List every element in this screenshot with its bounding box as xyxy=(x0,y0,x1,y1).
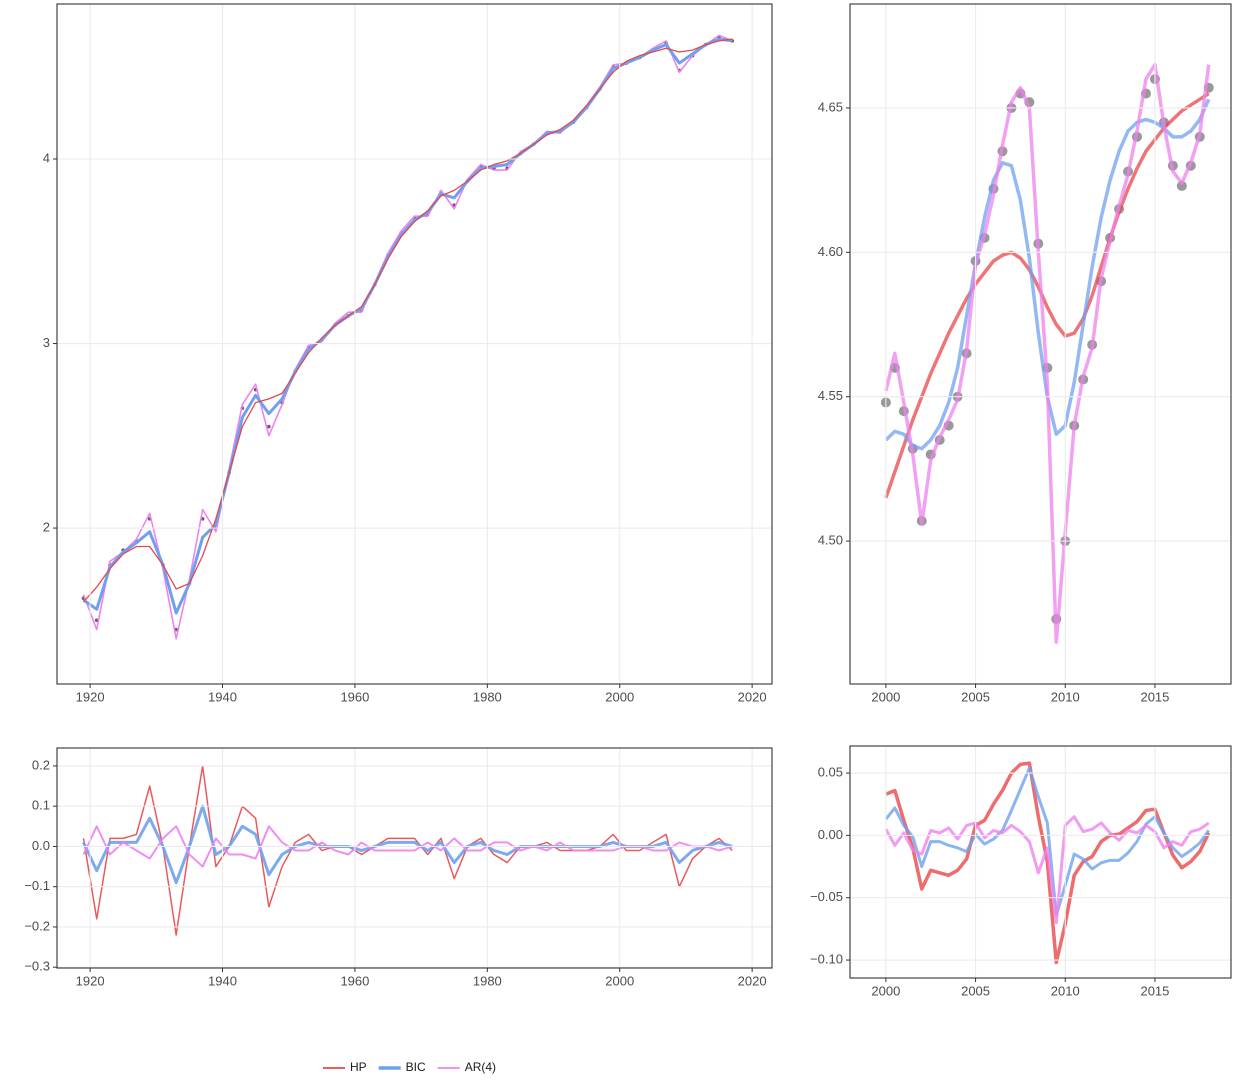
x-tick-label: 2005 xyxy=(961,983,990,998)
x-tick-label: 1980 xyxy=(473,973,502,988)
x-tick-label: 2010 xyxy=(1051,983,1080,998)
panel-border xyxy=(56,3,773,685)
y-tick-label: 4.55 xyxy=(818,388,843,403)
x-tick-label: 2020 xyxy=(738,689,767,704)
y-tick-label: 0.2 xyxy=(32,757,50,772)
x-tick-label: 2015 xyxy=(1140,983,1169,998)
x-tick-label: 2000 xyxy=(605,973,634,988)
legend-label: AR(4) xyxy=(465,1060,496,1074)
legend-label: BIC xyxy=(406,1060,426,1074)
panel-border xyxy=(56,747,773,969)
y-tick-label: 4.60 xyxy=(818,244,843,259)
x-tick-label: 2000 xyxy=(871,689,900,704)
series-line xyxy=(884,62,1211,644)
series-line xyxy=(82,34,733,640)
series-line xyxy=(885,761,1211,965)
data-point xyxy=(267,424,271,429)
y-tick-label: −0.05 xyxy=(810,889,843,904)
x-tick-label: 1960 xyxy=(340,973,369,988)
y-tick-label: 3 xyxy=(43,335,50,350)
x-tick-label: 2010 xyxy=(1051,689,1080,704)
y-tick-label: 4 xyxy=(43,150,50,165)
y-tick-label: −0.3 xyxy=(24,959,50,974)
y-tick-label: 0.00 xyxy=(818,827,843,842)
x-tick-label: 1920 xyxy=(76,689,105,704)
y-tick-label: 0.1 xyxy=(32,798,50,813)
plot-area xyxy=(81,34,735,640)
y-tick-label: 4.65 xyxy=(818,99,843,114)
x-tick-label: 1940 xyxy=(208,689,237,704)
x-tick-label: 2015 xyxy=(1140,689,1169,704)
plot-area xyxy=(884,761,1211,965)
x-tick-label: 1920 xyxy=(76,973,105,988)
y-tick-label: 4.50 xyxy=(818,533,843,548)
series-line xyxy=(82,825,733,868)
panel-border xyxy=(849,3,1232,685)
x-tick-label: 1940 xyxy=(208,973,237,988)
y-tick-label: 0.0 xyxy=(32,838,50,853)
y-tick-label: −0.1 xyxy=(24,878,50,893)
y-tick-label: 0.05 xyxy=(818,764,843,779)
y-tick-label: −0.2 xyxy=(24,918,50,933)
panel-border xyxy=(849,745,1232,979)
x-tick-label: 2000 xyxy=(871,983,900,998)
y-tick-label: −0.10 xyxy=(810,951,843,966)
x-tick-label: 1960 xyxy=(340,689,369,704)
plot-area xyxy=(880,62,1214,644)
series-line xyxy=(82,804,733,885)
x-tick-label: 2020 xyxy=(738,973,767,988)
y-tick-label: 2 xyxy=(43,520,50,535)
x-tick-label: 2000 xyxy=(605,689,634,704)
x-tick-label: 1980 xyxy=(473,689,502,704)
plot-area xyxy=(82,765,733,936)
series-line xyxy=(82,37,733,615)
series-line xyxy=(82,38,733,603)
data-point xyxy=(1176,180,1187,191)
legend-label: HP xyxy=(350,1060,367,1074)
x-tick-label: 2005 xyxy=(961,689,990,704)
